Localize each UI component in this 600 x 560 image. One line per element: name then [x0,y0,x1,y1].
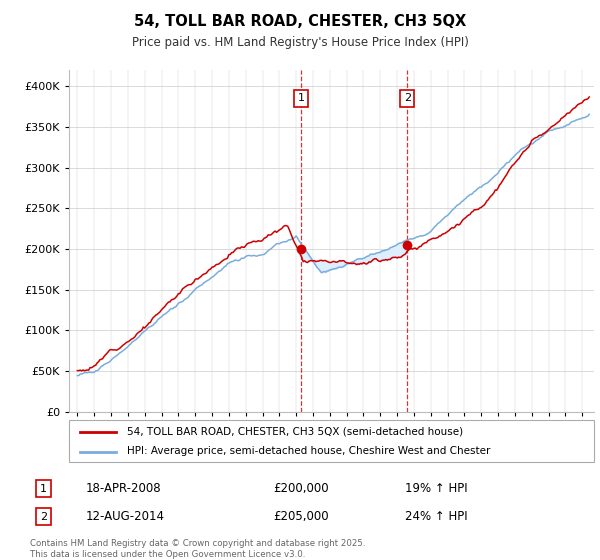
Text: 2: 2 [40,512,47,521]
Text: 24% ↑ HPI: 24% ↑ HPI [406,510,468,523]
Text: 2: 2 [404,94,411,104]
Text: Contains HM Land Registry data © Crown copyright and database right 2025.
This d: Contains HM Land Registry data © Crown c… [30,539,365,559]
Text: 18-APR-2008: 18-APR-2008 [85,482,161,495]
FancyBboxPatch shape [69,420,594,462]
Text: 19% ↑ HPI: 19% ↑ HPI [406,482,468,495]
Text: 54, TOLL BAR ROAD, CHESTER, CH3 5QX: 54, TOLL BAR ROAD, CHESTER, CH3 5QX [134,14,466,29]
Text: 1: 1 [298,94,305,104]
Text: 1: 1 [40,484,47,493]
Text: £200,000: £200,000 [273,482,329,495]
Text: £205,000: £205,000 [273,510,329,523]
Text: 12-AUG-2014: 12-AUG-2014 [85,510,164,523]
Text: HPI: Average price, semi-detached house, Cheshire West and Chester: HPI: Average price, semi-detached house,… [127,446,490,456]
Text: Price paid vs. HM Land Registry's House Price Index (HPI): Price paid vs. HM Land Registry's House … [131,36,469,49]
Text: 54, TOLL BAR ROAD, CHESTER, CH3 5QX (semi-detached house): 54, TOLL BAR ROAD, CHESTER, CH3 5QX (sem… [127,427,463,437]
